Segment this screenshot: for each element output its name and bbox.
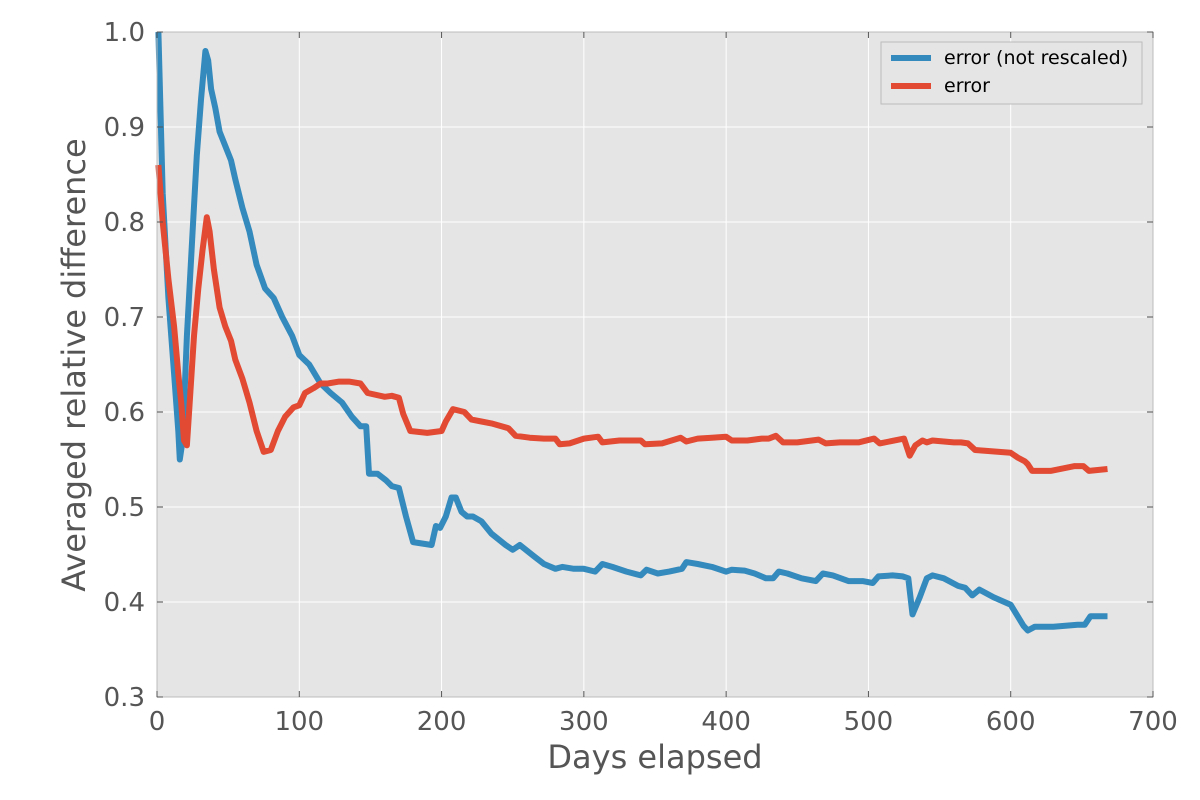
y-tick-label: 0.6 — [104, 398, 145, 428]
x-axis-title: Days elapsed — [547, 738, 762, 776]
y-tick-label: 0.7 — [104, 303, 145, 333]
y-axis-tick-labels: 0.3 0.4 0.5 0.6 0.7 0.8 0.9 1.0 — [104, 18, 145, 713]
y-tick-label: 0.8 — [104, 208, 145, 238]
legend-label-error-not-rescaled: error (not rescaled) — [944, 47, 1128, 69]
x-axis-tick-labels: 0 100 200 300 400 500 600 700 — [149, 707, 1178, 737]
legend-label-error: error — [944, 75, 990, 97]
x-tick-label: 200 — [417, 707, 467, 737]
plot-frame — [156, 31, 1154, 698]
y-axis-title: Averaged relative difference — [55, 138, 93, 591]
x-tick-label: 300 — [559, 707, 609, 737]
series-line-error-not-rescaled — [155, 31, 1108, 634]
y-tick-label: 0.5 — [104, 493, 145, 523]
series-line-error — [155, 164, 1108, 474]
x-tick-label: 100 — [274, 707, 324, 737]
axis-ticks — [156, 31, 1154, 698]
x-tick-label: 500 — [844, 707, 894, 737]
x-tick-label: 0 — [149, 707, 166, 737]
x-tick-label: 400 — [701, 707, 751, 737]
x-tick-label: 700 — [1128, 707, 1178, 737]
y-tick-label: 0.9 — [104, 113, 145, 143]
x-tick-label: 600 — [986, 707, 1036, 737]
series-lines — [155, 31, 1108, 634]
legend: error (not rescaled) error — [880, 41, 1143, 105]
y-tick-label: 1.0 — [104, 18, 145, 48]
y-tick-label: 0.3 — [104, 683, 145, 713]
y-tick-label: 0.4 — [104, 588, 145, 618]
plot-background — [157, 32, 1153, 697]
legend-box — [880, 41, 1143, 105]
